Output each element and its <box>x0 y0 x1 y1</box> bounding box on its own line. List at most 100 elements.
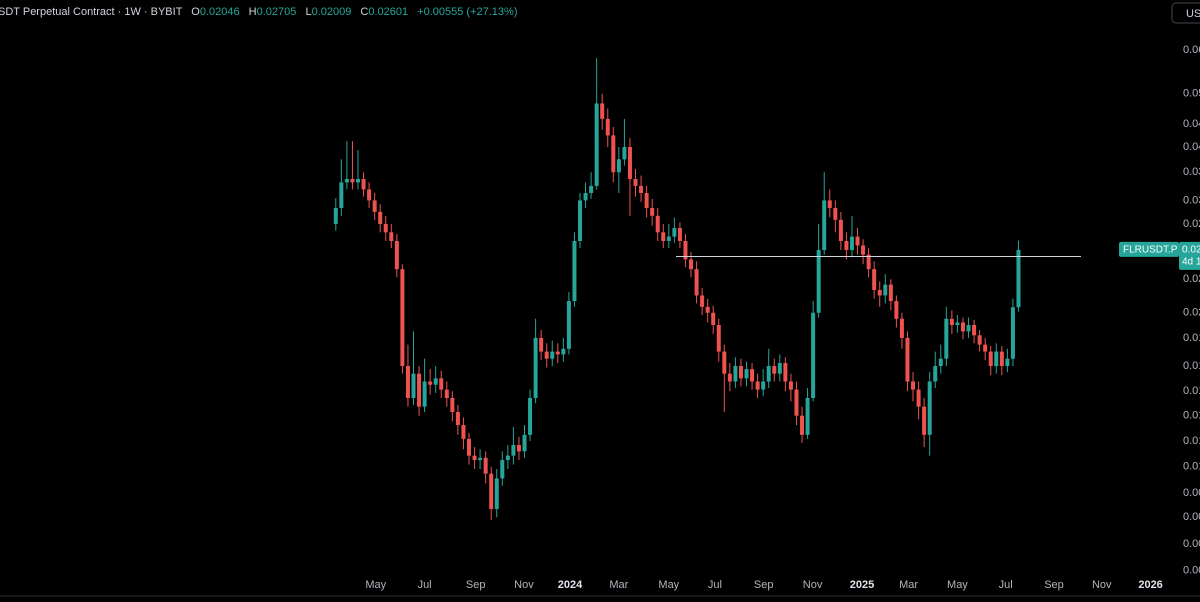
candle-body <box>938 358 943 367</box>
candle-body <box>594 103 599 186</box>
candle-body <box>933 366 938 382</box>
candle-body <box>405 366 410 398</box>
candle-body <box>633 178 638 186</box>
price-tag-box <box>1179 241 1200 270</box>
y-tick-label: 0.029 <box>1183 218 1200 230</box>
candle-body <box>772 366 777 374</box>
candle-body <box>555 351 560 355</box>
button-frame[interactable] <box>1171 2 1200 24</box>
candle-body <box>755 381 760 390</box>
candle-body <box>700 295 705 307</box>
candle-body <box>766 366 771 382</box>
candle-body <box>589 185 594 194</box>
y-tick-label: 0.018 <box>1183 332 1200 344</box>
candle-body <box>372 200 377 212</box>
candle-body <box>455 412 460 426</box>
candle-body <box>522 434 527 452</box>
candle-body <box>394 240 399 270</box>
candle-body <box>894 301 899 319</box>
candle-body <box>994 351 999 367</box>
candle-body <box>389 232 394 241</box>
candle-body <box>916 389 921 407</box>
x-tick-label: Sep <box>754 579 774 591</box>
low-label: L <box>305 6 311 18</box>
candle-body <box>927 381 932 435</box>
candle-body <box>911 381 916 390</box>
x-tick-label: Nov <box>514 579 534 591</box>
candle-body <box>417 373 422 407</box>
y-tick-label: 0.032 <box>1183 194 1200 206</box>
x-tick-label: 2026 <box>1138 579 1162 591</box>
price-tag-value: 0.02601 <box>1182 245 1200 256</box>
candle-body <box>467 438 471 456</box>
candle-body <box>822 200 827 251</box>
currency-button[interactable]: USD <box>1171 2 1200 24</box>
button-label[interactable]: USD <box>1186 8 1200 20</box>
candle-body <box>861 245 866 255</box>
x-tick-label: 2025 <box>850 579 874 591</box>
candle-body <box>777 363 782 374</box>
candle-body <box>750 369 755 382</box>
candle-body <box>333 207 338 224</box>
candle-body <box>461 425 466 439</box>
candle-body <box>439 378 444 390</box>
price-tag-symbol: FLRUSDT.P <box>1123 245 1178 256</box>
y-tick-label: 0.0076 <box>1183 538 1200 550</box>
candle-body <box>544 351 549 359</box>
y-tick-label: 0.013 <box>1183 410 1200 422</box>
candle-body <box>444 389 449 398</box>
candle-body <box>838 219 843 241</box>
candle-body <box>816 250 821 313</box>
candle-body <box>855 236 860 246</box>
candle-body <box>600 103 605 119</box>
symbol: SDT Perpetual Contract · 1W · BYBIT <box>0 6 183 18</box>
high-value: 0.02705 <box>257 6 297 18</box>
candle-body <box>539 337 544 352</box>
candle-body <box>988 351 993 367</box>
candle-body <box>983 344 988 352</box>
candle-body <box>622 147 627 160</box>
candle-body <box>794 389 799 416</box>
candle-body <box>883 284 888 296</box>
candle-body <box>516 445 521 452</box>
candle-body <box>605 118 610 136</box>
candle-body <box>478 457 483 461</box>
candle-body <box>361 178 366 190</box>
x-tick-label: May <box>658 579 679 591</box>
candle-body <box>872 269 877 290</box>
candle-body <box>833 207 838 220</box>
candle-body <box>533 337 538 398</box>
high-label: H <box>249 6 257 18</box>
candle-body <box>999 351 1004 367</box>
candle-body <box>494 478 499 509</box>
candle-body <box>666 236 671 241</box>
legend-header: SDT Perpetual Contract · 1W · BYBIT O0.0… <box>0 6 518 18</box>
candle-body <box>655 215 660 233</box>
y-tick-label: 0.0068 <box>1183 565 1200 577</box>
x-tick-label: Jul <box>999 579 1013 591</box>
candle-body <box>888 284 893 302</box>
candle-body <box>733 366 738 382</box>
x-tick-label: Sep <box>466 579 486 591</box>
candle-body <box>428 381 433 385</box>
y-tick-label: 0.02 <box>1183 307 1200 319</box>
candle-body <box>694 269 699 296</box>
candle-body <box>955 322 960 325</box>
candle-body <box>761 381 766 390</box>
y-tick-label: 0.0144 <box>1183 385 1200 397</box>
candle-body <box>788 381 793 390</box>
x-tick-label: Mar <box>899 579 918 591</box>
candle-body <box>972 324 977 336</box>
candle-body <box>566 301 571 349</box>
candle-body <box>683 240 688 260</box>
low-value: 0.02009 <box>312 6 352 18</box>
y-tick-label: 0.04 <box>1183 141 1200 153</box>
x-tick-label: May <box>947 579 968 591</box>
candle-body <box>1005 358 1010 367</box>
candle-body <box>383 223 388 233</box>
candle-body <box>650 207 655 216</box>
candle-body <box>960 322 965 332</box>
